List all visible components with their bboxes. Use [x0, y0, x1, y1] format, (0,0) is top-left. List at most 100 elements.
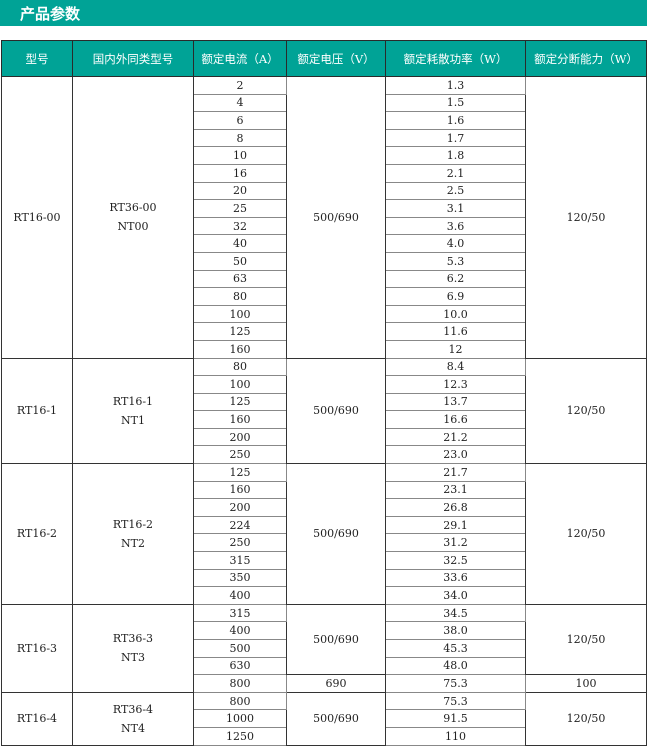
power-cell: 11.6 [385, 322, 526, 341]
equivalent-model: RT36-3 [112, 632, 154, 646]
model-cell: RT16-4 [1, 691, 73, 746]
equivalent-cell: RT16-1 NT1 [72, 357, 194, 465]
table-row: RT16-4 RT36-4 NT4 800 500/690 75.3 120/50 [1, 691, 647, 746]
table-row: 6 1.6 [2, 111, 647, 130]
power-cell: 75.3 [385, 691, 526, 711]
current-cell: 315 [193, 551, 287, 570]
current-cell: 250 [193, 533, 287, 553]
section-header: 产品参数 [0, 0, 647, 26]
equivalent-model: RT16-2 [112, 517, 154, 531]
table-row: 160 16.6 [2, 410, 647, 429]
current-cell: 100 [193, 375, 287, 394]
current-cell: 350 [193, 568, 287, 588]
power-cell: 110 [385, 726, 526, 746]
power-cell: 23.0 [385, 445, 526, 465]
table-row: 32 3.6 [2, 216, 647, 236]
power-cell: 1.5 [385, 93, 526, 113]
power-cell: 32.5 [385, 551, 526, 570]
current-cell: 1000 [193, 709, 287, 728]
power-cell: 1.6 [385, 111, 526, 130]
capacity-cell: 120/50 [525, 691, 647, 746]
current-cell: 63 [193, 269, 287, 289]
table-row: 800 690 75.3 100 [2, 674, 647, 693]
current-cell: 400 [193, 586, 287, 605]
table-row: RT16-00 RT36-00 NT00 2 500/690 1.3 120/50 [1, 76, 647, 359]
capacity-cell: 120/50 [525, 603, 647, 676]
equivalent-model: RT16-1 [112, 394, 154, 408]
power-cell: 10.0 [385, 304, 526, 324]
model-cell: RT16-00 [1, 76, 73, 359]
table-row: 25 3.1 [2, 199, 647, 218]
voltage-cell: 500/690 [286, 603, 386, 676]
table-row: 160 12 [2, 339, 647, 359]
equivalent-cell: RT36-00 NT00 [72, 76, 194, 359]
current-cell: 400 [193, 621, 287, 640]
table-row: 50 5.3 [2, 251, 647, 271]
equivalent-cell: RT16-2 NT2 [72, 463, 194, 605]
current-cell: 50 [193, 251, 287, 271]
table-row: 250 31.2 [2, 533, 647, 553]
table-row: 350 33.6 [2, 568, 647, 588]
header-voltage: 额定电压（V） [286, 40, 386, 77]
power-cell: 23.1 [385, 480, 526, 500]
model-cell: RT16-2 [1, 463, 73, 605]
capacity-cell: 120/50 [525, 357, 647, 465]
table-row: 40 4.0 [2, 234, 647, 253]
power-cell: 33.6 [385, 568, 526, 588]
table-row: 400 38.0 [2, 621, 647, 640]
current-cell: 100 [193, 304, 287, 324]
table-row: 125 11.6 [2, 322, 647, 341]
table-row: 200 21.2 [2, 427, 647, 447]
power-cell: 75.3 [385, 674, 526, 693]
table-row: RT16-1 RT16-1 NT1 80 500/690 8.4 120/50 [1, 357, 647, 465]
power-cell: 2.1 [385, 163, 526, 183]
header-equivalent: 国内外同类型号 [72, 40, 194, 77]
current-cell: 125 [193, 463, 287, 482]
power-cell: 1.8 [385, 146, 526, 165]
current-cell: 160 [193, 410, 287, 429]
capacity-cell: 120/50 [525, 463, 647, 605]
header-row: 型号 国内外同类型号 额定电流（A） 额定电压（V） 额定耗散功率（W） 额定分… [1, 40, 647, 77]
table-row: 20 2.5 [2, 181, 647, 201]
table-row: 224 29.1 [2, 515, 647, 535]
current-cell: 32 [193, 216, 287, 236]
power-cell: 5.3 [385, 251, 526, 271]
equivalent-cell: RT36-4 NT4 [72, 691, 194, 746]
power-cell: 4.0 [385, 234, 526, 253]
model-cell: RT16-3 [1, 603, 73, 693]
voltage-cell: 500/690 [286, 691, 386, 746]
table-row: RT16-2 RT16-2 NT2 125 500/690 21.7 120/50 [1, 463, 647, 605]
power-cell: 29.1 [385, 515, 526, 535]
table-row: 125 13.7 [2, 392, 647, 412]
current-cell: 4 [193, 93, 287, 113]
current-cell: 80 [193, 357, 287, 377]
current-cell: 200 [193, 427, 287, 447]
table-row: 500 45.3 [2, 639, 647, 658]
product-params-table: 型号 国内外同类型号 额定电流（A） 额定电压（V） 额定耗散功率（W） 额定分… [1, 40, 647, 746]
current-cell: 8 [193, 128, 287, 148]
equivalent-model: NT3 [121, 651, 145, 665]
table-row: 100 12.3 [2, 375, 647, 394]
power-cell: 21.2 [385, 427, 526, 447]
power-cell: 34.5 [385, 603, 526, 623]
equivalent-model: RT36-00 [109, 201, 157, 215]
table-row: RT16-3 RT36-3 NT3 315 500/690 34.5 120/50 [1, 603, 647, 693]
current-cell: 25 [193, 199, 287, 218]
power-cell: 38.0 [385, 621, 526, 640]
power-cell: 12.3 [385, 375, 526, 394]
equivalent-model: NT2 [121, 536, 145, 550]
current-cell: 315 [193, 603, 287, 623]
current-cell: 125 [193, 322, 287, 341]
header-model: 型号 [1, 40, 73, 77]
power-cell: 21.7 [385, 463, 526, 482]
header-power: 额定耗散功率（W） [385, 40, 526, 77]
equivalent-model: RT36-4 [112, 702, 154, 716]
power-cell: 26.8 [385, 498, 526, 517]
power-cell: 13.7 [385, 392, 526, 412]
power-cell: 45.3 [385, 639, 526, 658]
table-row: 160 23.1 [2, 480, 647, 500]
table-row: 400 34.0 [2, 586, 647, 605]
current-cell: 630 [193, 656, 287, 676]
capacity-cell: 100 [525, 674, 647, 693]
current-cell: 160 [193, 339, 287, 359]
